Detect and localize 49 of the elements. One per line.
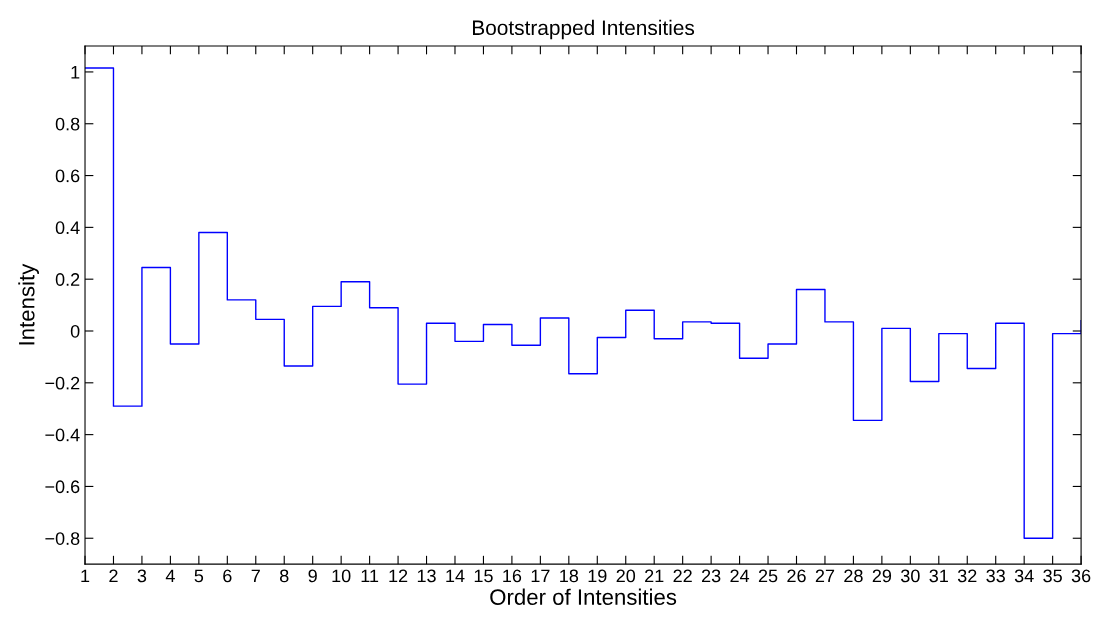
y-tick-label: −0.2: [45, 376, 80, 390]
x-tick-label: 22: [673, 569, 692, 583]
chart-title: Bootstrapped Intensities: [473, 19, 695, 40]
x-tick-label: 26: [787, 569, 806, 583]
x-tick-label: 34: [1014, 569, 1034, 583]
y-tick-label: −0.4: [45, 428, 80, 442]
x-tick-label: 28: [844, 569, 863, 583]
x-tick-label: 1: [81, 569, 90, 583]
x-tick-label: 21: [645, 569, 664, 583]
x-tick-label: 29: [872, 569, 892, 583]
x-tick-label: 30: [900, 569, 920, 583]
x-tick-label: 2: [109, 569, 118, 583]
y-tick-label: 1: [71, 66, 80, 79]
x-tick-label: 5: [194, 569, 204, 583]
x-tick-label: 19: [588, 569, 607, 583]
x-tick-label: 23: [701, 569, 721, 583]
y-tick-label: 0.8: [55, 117, 80, 131]
x-tick-label: 11: [361, 569, 379, 583]
x-tick-label: 33: [986, 569, 1005, 583]
x-tick-label: 32: [957, 569, 977, 583]
x-tick-label: 6: [223, 569, 232, 583]
x-tick-label: 7: [251, 569, 260, 583]
y-axis-title: Intensity: [18, 263, 39, 345]
x-tick-label: 13: [417, 569, 436, 583]
x-tick-label: 9: [308, 569, 317, 583]
x-tick-label: 8: [280, 569, 289, 583]
x-tick-label: 17: [531, 569, 550, 583]
x-tick-label: 27: [815, 569, 835, 583]
x-tick-label: 15: [474, 569, 493, 583]
x-tick-label: 31: [929, 569, 948, 583]
y-tick-label: 0.4: [55, 221, 80, 235]
x-tick-label: 35: [1043, 569, 1062, 583]
x-tick-label: 18: [560, 569, 579, 583]
x-tick-label: 4: [165, 569, 175, 583]
y-tick-label: −0.8: [45, 532, 80, 545]
y-tick-label: 0: [70, 324, 80, 338]
x-tick-label: 14: [446, 569, 465, 583]
y-tick-label: −0.6: [45, 480, 80, 494]
x-tick-label: 24: [730, 569, 750, 583]
x-tick-label: 3: [137, 569, 147, 583]
x-tick-label: 12: [389, 569, 408, 583]
x-tick-label: 10: [332, 569, 351, 583]
y-tick-label: 0.6: [55, 169, 80, 183]
x-tick-label: 36: [1071, 569, 1091, 583]
x-tick-label: 20: [616, 569, 636, 583]
x-tick-label: 16: [503, 569, 522, 583]
x-axis-title: Order of Intensities: [490, 588, 677, 605]
x-tick-label: 25: [758, 569, 778, 583]
y-tick-label: 0.2: [55, 273, 80, 286]
